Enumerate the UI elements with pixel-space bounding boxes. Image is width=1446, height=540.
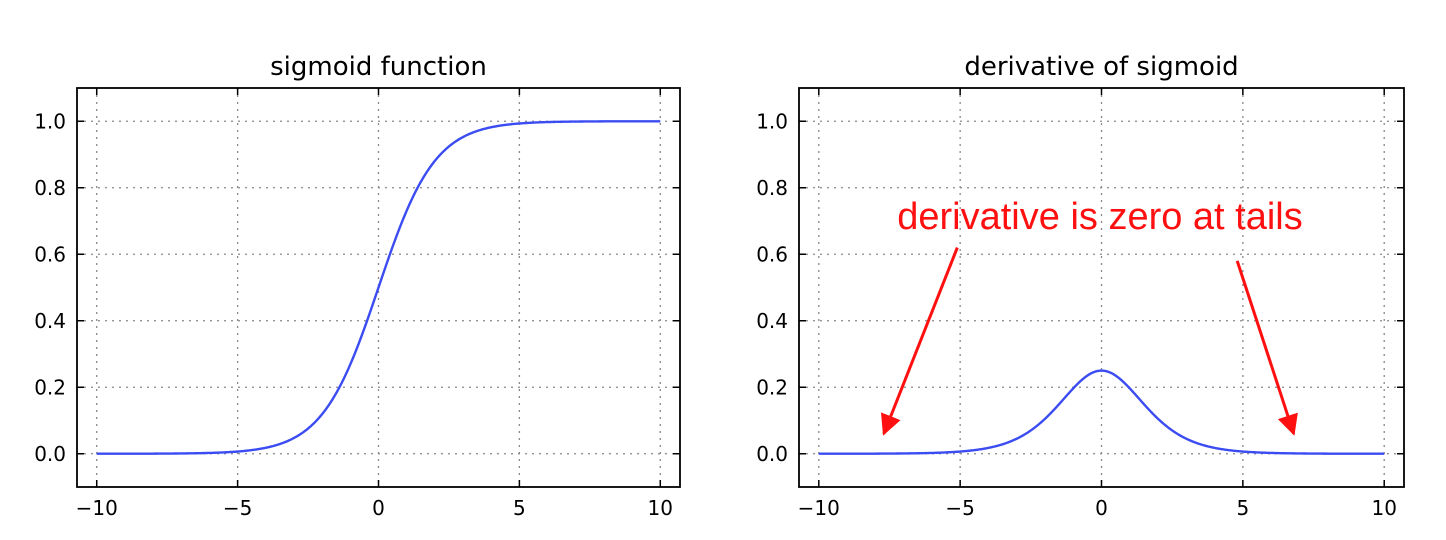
- panel-2-y-tick-label: 0.8: [756, 176, 788, 200]
- panel-1-y-tick-label: 0.0: [34, 442, 66, 466]
- panel-2-axes-frame: [798, 87, 1405, 488]
- panel-1: sigmoid function −10 −5 0 5 10 0.0 0.2 0.4 0.6 0.8…: [34, 52, 681, 520]
- panel-1-title: sigmoid function: [270, 52, 487, 82]
- panel-2: derivative of sigmoid −10 −5 0 5 10 0.0 0.2 0.4 0…: [756, 52, 1405, 520]
- panel-1-x-tick-label: −5: [223, 496, 252, 520]
- panel-2-x-tick-label: −10: [798, 496, 840, 520]
- panel-2-x-tick-label: −5: [945, 496, 974, 520]
- panel-2-annotation-text: derivative is zero at tails: [897, 196, 1303, 238]
- panel-1-x-tick-label: −10: [76, 496, 118, 520]
- panel-1-x-tick-label: 0: [372, 496, 385, 520]
- panel-1-y-tick-label: 0.2: [34, 375, 66, 399]
- panel-2-x-tick-label: 10: [1371, 496, 1396, 520]
- panel-2-y-tick-label: 0.2: [756, 375, 788, 399]
- panel-1-y-tick-label: 0.8: [34, 176, 66, 200]
- panel-2-curve: [818, 369, 1385, 455]
- panel-2-y-tick-label: 0.0: [756, 442, 788, 466]
- panel-2-y-tick-label: 0.4: [756, 309, 788, 333]
- panel-2-annotation-arrow-1: [880, 247, 959, 436]
- panel-1-x-tick-label: 10: [648, 496, 673, 520]
- panel-2-y-tick-label: 0.6: [756, 242, 788, 266]
- panel-1-y-tick-label: 0.6: [34, 242, 66, 266]
- panel-1-y-tick-label: 0.4: [34, 309, 66, 333]
- panel-1-y-tick-label: 1.0: [34, 109, 66, 133]
- panel-2-y-tick-label: 1.0: [756, 109, 788, 133]
- panel-2-title: derivative of sigmoid: [964, 52, 1238, 82]
- panel-2-x-tick-label: 0: [1095, 496, 1108, 520]
- panel-2-annotation-arrow-2: [1235, 260, 1298, 436]
- panel-1-curve: [96, 120, 661, 455]
- panel-1-x-tick-label: 5: [513, 496, 526, 520]
- panel-2-x-tick-label: 5: [1236, 496, 1249, 520]
